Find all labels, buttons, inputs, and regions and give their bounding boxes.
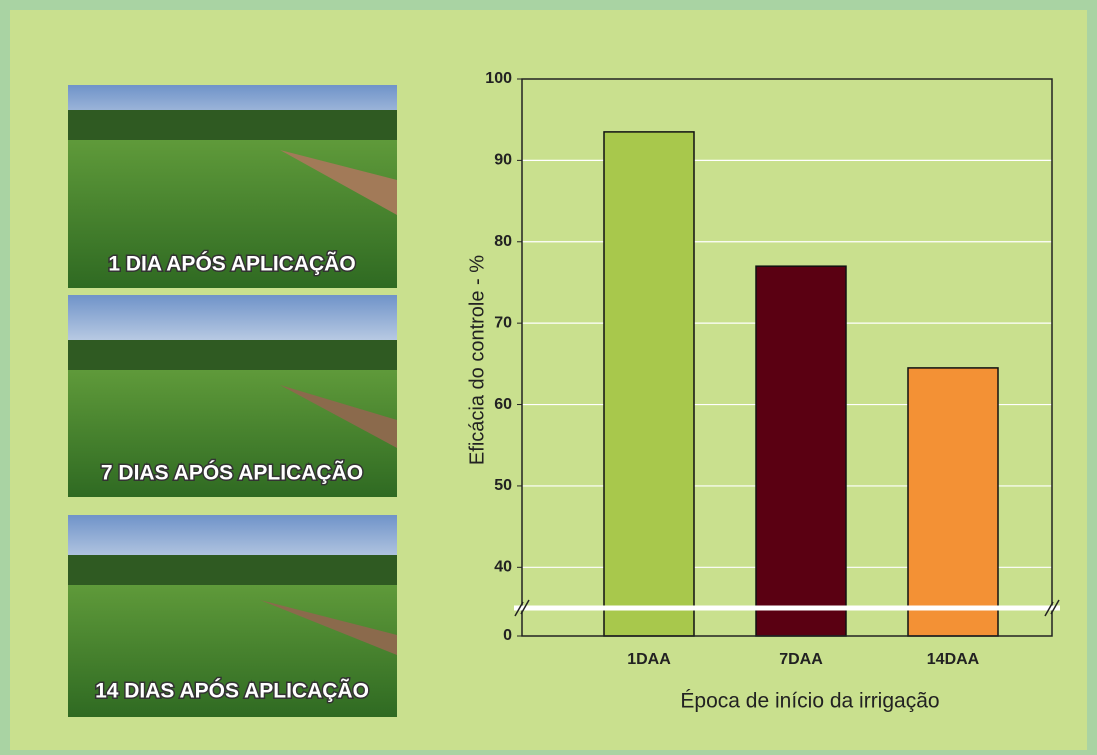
y-tick-label: 80 — [494, 233, 512, 250]
y-tick-label: 100 — [485, 70, 512, 87]
photo — [68, 85, 397, 288]
break-mark — [1044, 601, 1054, 617]
photo-caption: 7 DIAS APÓS APLICAÇÃO — [101, 461, 363, 485]
break-mark — [520, 599, 530, 615]
y-tick-label: 90 — [494, 152, 512, 169]
x-axis-label: Época de início da irrigação — [680, 690, 939, 713]
photo — [68, 295, 397, 497]
y-tick-label: 0 — [503, 627, 512, 644]
break-mark — [1050, 599, 1060, 615]
y-tick-label: 50 — [494, 477, 512, 494]
break-mark — [514, 601, 524, 617]
bar — [907, 367, 999, 637]
x-tick-label: 1DAA — [627, 651, 671, 668]
y-tick-label: 60 — [494, 396, 512, 413]
bar — [603, 131, 695, 637]
y-axis-label: Eficácia do controle - % — [466, 255, 488, 465]
photo-caption: 1 DIA APÓS APLICAÇÃO — [108, 252, 355, 276]
y-tick-label: 70 — [494, 314, 512, 331]
bar — [755, 265, 847, 637]
plot-border — [521, 78, 1053, 637]
y-tick-label: 40 — [494, 559, 512, 576]
photo — [68, 515, 397, 717]
photo-caption: 14 DIAS APÓS APLICAÇÃO — [95, 679, 369, 703]
x-tick-label: 14DAA — [927, 651, 980, 668]
x-tick-label: 7DAA — [779, 651, 823, 668]
